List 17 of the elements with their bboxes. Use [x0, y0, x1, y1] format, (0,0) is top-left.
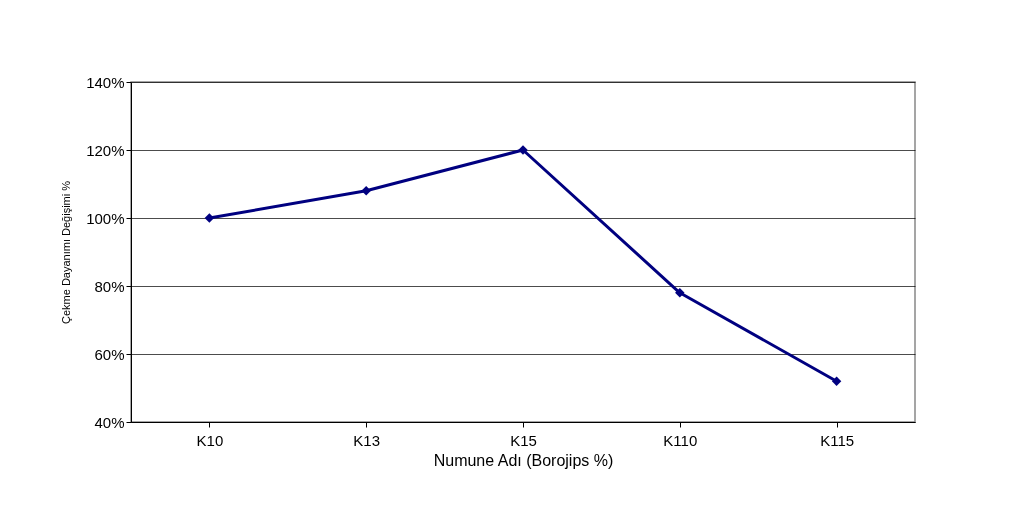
y-axis-title: Çekme Dayanımı Değişimi %	[60, 180, 73, 325]
x-axis-title: Numune Adı (Borojips %)	[433, 451, 614, 469]
y-tick-label: 40%	[94, 413, 125, 431]
y-tick-label: 120%	[86, 141, 125, 159]
y-tick-label: 100%	[86, 209, 125, 227]
x-tick-label: K10	[196, 431, 224, 449]
point	[831, 376, 842, 386]
point	[361, 186, 371, 196]
x-tick-label: K15	[510, 431, 537, 449]
y-tick-label: 140%	[86, 73, 125, 91]
point	[675, 288, 685, 298]
point	[204, 213, 215, 223]
x-tick-label: K13	[353, 431, 381, 449]
y-tick-label: 80%	[94, 277, 125, 295]
x-tick-label: K110	[663, 431, 698, 449]
y-tick-label: 60%	[94, 345, 125, 363]
x-tick-label: K115	[820, 431, 855, 449]
